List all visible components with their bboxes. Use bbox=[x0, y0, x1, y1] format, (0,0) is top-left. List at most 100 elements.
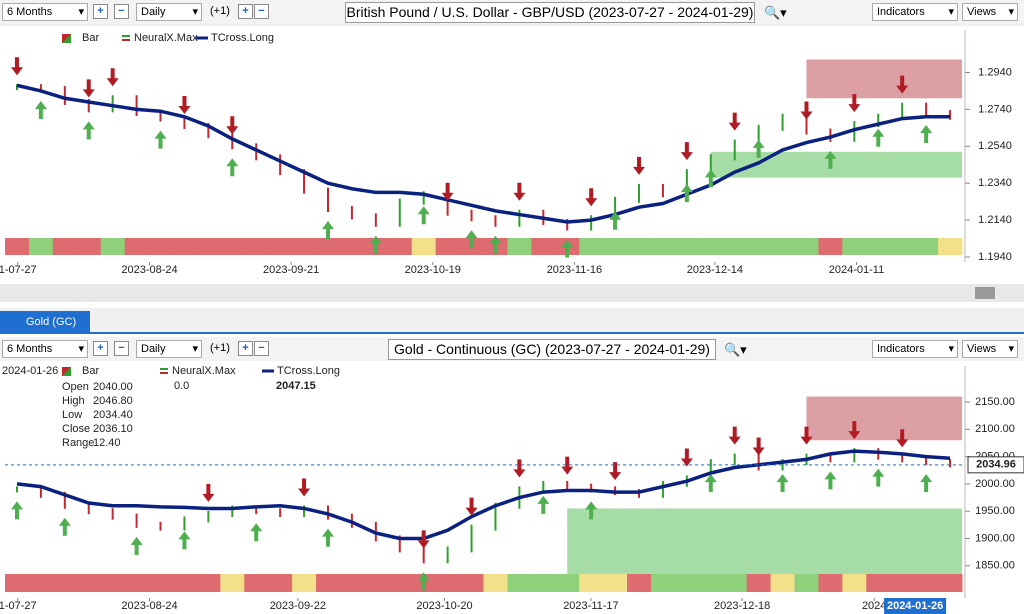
scroll-thumb[interactable] bbox=[975, 287, 995, 299]
x-tick-label: 2023-12-18 bbox=[714, 600, 770, 612]
indicators[interactable]: Indicators bbox=[872, 3, 958, 21]
x-tick-label: 2023-09-21 bbox=[263, 264, 319, 276]
trend-strip bbox=[842, 238, 867, 255]
trend-strip bbox=[100, 238, 126, 255]
step-down[interactable]: − bbox=[254, 4, 269, 19]
sell-arrow bbox=[896, 429, 909, 448]
step-up[interactable]: + bbox=[238, 4, 253, 19]
buy-arrow bbox=[609, 211, 622, 230]
sell-arrow bbox=[10, 57, 23, 76]
step: (+1) bbox=[210, 5, 230, 17]
sell-arrow bbox=[298, 478, 311, 497]
range-select[interactable]: 6 Months bbox=[2, 3, 88, 21]
buy-arrow bbox=[465, 230, 478, 249]
indicators[interactable]: Indicators bbox=[872, 340, 958, 358]
trend-strip bbox=[794, 238, 819, 255]
trend-strip bbox=[339, 574, 365, 592]
legend-label: Bar bbox=[82, 32, 99, 44]
search[interactable]: 🔍▾ bbox=[764, 5, 787, 20]
y-tick-label: 1.2540 bbox=[978, 140, 1012, 152]
trend-strip bbox=[579, 238, 604, 255]
trend-strip bbox=[387, 574, 413, 592]
step-up[interactable]: + bbox=[238, 341, 253, 356]
step: (+1) bbox=[210, 342, 230, 354]
symbol-title[interactable]: British Pound / U.S. Dollar - GBP/USD (2… bbox=[345, 2, 755, 23]
buy-arrow bbox=[417, 206, 430, 225]
buy-arrow bbox=[872, 468, 885, 487]
buy-arrow bbox=[178, 531, 191, 550]
sell-arrow bbox=[417, 530, 430, 549]
trend-strip bbox=[76, 238, 102, 255]
trend-strip bbox=[76, 574, 102, 592]
search[interactable]: 🔍▾ bbox=[724, 342, 747, 357]
tab[interactable] bbox=[0, 311, 90, 333]
trend-strip bbox=[124, 574, 150, 592]
views[interactable]: Views bbox=[962, 3, 1018, 21]
y-tick-label: 1.2340 bbox=[978, 177, 1012, 189]
trend-strip bbox=[124, 238, 150, 255]
trend-strip bbox=[5, 574, 30, 592]
buy-arrow bbox=[489, 235, 502, 254]
trend-strip bbox=[650, 574, 676, 592]
trend-strip bbox=[722, 238, 748, 255]
y-tick-label: 2000.00 bbox=[975, 478, 1015, 490]
buy-arrow bbox=[154, 130, 167, 149]
trend-strip bbox=[411, 238, 437, 255]
zoom-out[interactable]: − bbox=[114, 341, 129, 356]
buy-arrow bbox=[321, 528, 334, 547]
legend-swatch bbox=[62, 367, 71, 376]
trend-strip bbox=[435, 238, 461, 255]
views[interactable]: Views bbox=[962, 340, 1018, 358]
x-tick-label: 2024-01-11 bbox=[829, 264, 884, 276]
sell-arrow bbox=[202, 483, 215, 502]
zone bbox=[710, 151, 962, 178]
trend-strip bbox=[627, 238, 652, 255]
interval-select[interactable]: Daily bbox=[136, 340, 202, 358]
trend-strip bbox=[866, 574, 891, 592]
scrollbar[interactable] bbox=[0, 284, 1024, 302]
symbol-title[interactable]: Gold - Continuous (GC) (2023-07-27 - 202… bbox=[388, 339, 716, 360]
trend-strip bbox=[5, 238, 30, 255]
tab-label[interactable]: Gold (GC) bbox=[26, 316, 76, 328]
info-label: Open bbox=[62, 381, 89, 393]
step-down[interactable]: − bbox=[254, 341, 269, 356]
x-tick-label: 2023-11-16 bbox=[547, 264, 602, 276]
x-tick-label: 2024 bbox=[862, 600, 886, 612]
trend-strip bbox=[914, 574, 939, 592]
zoom-in[interactable]: + bbox=[93, 4, 108, 19]
zoom-out[interactable]: − bbox=[114, 4, 129, 19]
buy-arrow bbox=[537, 495, 550, 514]
legend-label: Bar bbox=[82, 365, 99, 377]
y-tick-label: 1.2740 bbox=[978, 103, 1012, 115]
trend-strip bbox=[52, 238, 78, 255]
trend-strip bbox=[603, 238, 628, 255]
buy-arrow bbox=[369, 235, 382, 254]
x-tick-label: 1-07-27 bbox=[0, 264, 37, 276]
zoom-in[interactable]: + bbox=[93, 341, 108, 356]
x-tick-label: 2023-11-17 bbox=[563, 600, 618, 612]
sell-arrow bbox=[513, 459, 526, 478]
sell-arrow bbox=[609, 462, 622, 481]
trend-strip bbox=[698, 574, 724, 592]
trend-strip bbox=[507, 238, 532, 255]
range-select[interactable]: 6 Months bbox=[2, 340, 88, 358]
trend-strip bbox=[698, 238, 724, 255]
sell-arrow bbox=[226, 116, 239, 135]
trend-strip bbox=[746, 574, 772, 592]
trend-strip bbox=[172, 574, 197, 592]
info-value: 2046.80 bbox=[93, 395, 133, 407]
interval-select[interactable]: Daily bbox=[136, 3, 202, 21]
trend-strip bbox=[196, 574, 221, 592]
sell-arrow bbox=[106, 68, 119, 87]
trend-strip bbox=[603, 574, 628, 592]
zone bbox=[567, 508, 962, 574]
trend-strip bbox=[938, 238, 963, 255]
trend-strip bbox=[435, 574, 461, 592]
buy-arrow bbox=[920, 474, 933, 493]
buy-arrow bbox=[824, 150, 837, 169]
sell-arrow bbox=[680, 142, 693, 161]
toolbar: 6 Months + − Daily (+1) + − Gold - Conti… bbox=[0, 337, 1024, 361]
trend-strip bbox=[650, 238, 676, 255]
